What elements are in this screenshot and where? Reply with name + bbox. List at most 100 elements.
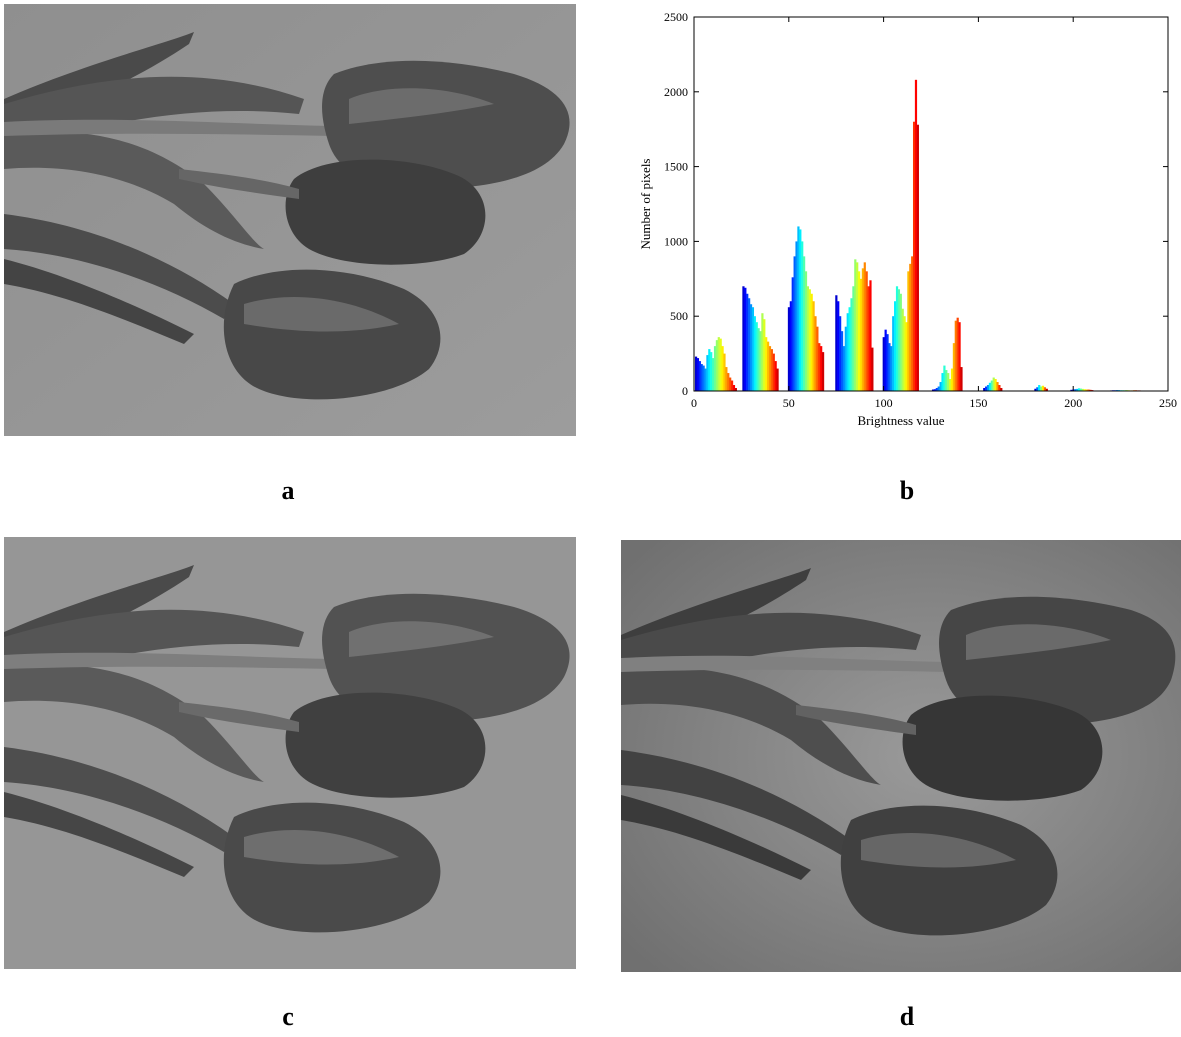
histogram-bar [721, 346, 724, 391]
histogram-bar [886, 334, 889, 391]
histogram-bar [729, 377, 732, 391]
y-tick-label: 0 [682, 384, 688, 398]
brightness-histogram: 0 50 100 150 200 250 0 500 1000 1500 2000 2500 Brigh… [630, 0, 1181, 440]
histogram-bar [810, 293, 813, 391]
histogram-bar [1034, 388, 1037, 391]
histogram-bar [939, 382, 942, 391]
histogram-bar [867, 286, 870, 391]
histogram-bar [888, 343, 891, 391]
x-tick-label: 50 [783, 396, 795, 410]
histogram-bar [702, 365, 705, 391]
histogram-bar [1079, 388, 1083, 391]
histogram-bar [1043, 387, 1047, 391]
histogram-bar [712, 358, 715, 391]
histogram-bar [905, 322, 908, 391]
histogram-bar [766, 341, 770, 391]
plot-frame [693, 16, 1169, 392]
tulip-photo-a [4, 4, 576, 436]
histogram-bar [903, 316, 906, 391]
histogram-bar [884, 329, 887, 391]
histogram-bar [990, 380, 993, 391]
histogram-bar [907, 271, 910, 391]
histogram-bar [748, 298, 751, 391]
histogram-bar [749, 304, 753, 391]
histogram-bar [854, 259, 857, 391]
histogram-bar [814, 316, 817, 391]
histogram-bar [723, 353, 726, 391]
y-tick-label: 2000 [664, 85, 688, 99]
histogram-bar [742, 286, 745, 391]
histogram-bar [793, 256, 796, 391]
y-tick-label: 2500 [664, 10, 688, 24]
histogram-bar [935, 388, 938, 391]
histogram-bar [696, 358, 700, 391]
histogram-bar [704, 368, 707, 391]
panel-label-c: c [282, 1002, 294, 1031]
histogram-bar [727, 373, 730, 391]
histogram-bar [837, 301, 840, 391]
histogram-bar [914, 79, 918, 391]
histogram-bar [761, 313, 764, 391]
histogram-bar [856, 262, 859, 391]
histogram-bar [816, 326, 819, 391]
histogram-bar [744, 287, 747, 391]
histogram-bar [892, 316, 895, 391]
histogram-bar [734, 388, 737, 391]
histogram-bar [871, 347, 874, 391]
histogram-bar [988, 382, 992, 391]
x-axis-label: Brightness value [857, 413, 944, 428]
histogram-bar [768, 346, 772, 391]
histogram-bar [916, 124, 919, 391]
histogram-bar [846, 313, 849, 391]
x-tick-label: 250 [1159, 396, 1177, 410]
histogram-bar [787, 307, 791, 391]
histogram-bar [912, 121, 916, 391]
histogram-bar [732, 385, 736, 391]
panel-label-b: b [899, 476, 915, 505]
histogram-bar [894, 301, 897, 391]
x-tick-label: 0 [691, 396, 697, 410]
histogram-bar [725, 367, 728, 391]
histogram-bar [861, 268, 864, 391]
histogram-bar [713, 346, 717, 391]
histogram-bar [753, 316, 756, 391]
histogram-bar [1076, 388, 1079, 391]
histogram-bar [1089, 389, 1092, 391]
histogram-bar [694, 356, 698, 391]
histogram-bar [960, 367, 963, 391]
histogram-bar [890, 346, 893, 391]
histogram-bar [821, 352, 825, 391]
histogram-bar [895, 286, 899, 391]
histogram-bar [1038, 385, 1041, 391]
histogram-bar [717, 337, 720, 391]
histogram-bar [985, 386, 988, 391]
histogram-bar [899, 293, 902, 391]
histogram-bar [759, 331, 762, 391]
x-tick-label: 200 [1064, 396, 1082, 410]
histogram-bar [869, 280, 872, 391]
y-axis-label: Number of pixels [638, 159, 653, 250]
histogram-bar [882, 337, 885, 391]
histogram-bar [791, 277, 794, 391]
histogram-bar [765, 337, 768, 391]
plot-area [694, 17, 1168, 391]
histogram-bar [952, 343, 955, 391]
panel-label-d: d [899, 1002, 915, 1031]
histogram-bar [901, 308, 904, 391]
histogram-bar [992, 377, 995, 391]
histogram-bar [949, 379, 952, 391]
histogram-bar [812, 301, 815, 391]
histogram-bar [943, 365, 946, 391]
histogram-bar [842, 346, 846, 391]
histogram-bar [1036, 387, 1039, 391]
histogram-bar [858, 271, 861, 391]
histogram-bar [947, 373, 950, 391]
histogram-bar [799, 229, 802, 391]
histogram-bar [795, 241, 798, 391]
histogram-bar [983, 388, 986, 391]
histogram-bar [774, 361, 777, 391]
histogram-bar [994, 379, 997, 391]
histogram-bar [803, 256, 806, 391]
y-tick-label: 1000 [664, 234, 688, 248]
histogram-bar [848, 307, 851, 391]
